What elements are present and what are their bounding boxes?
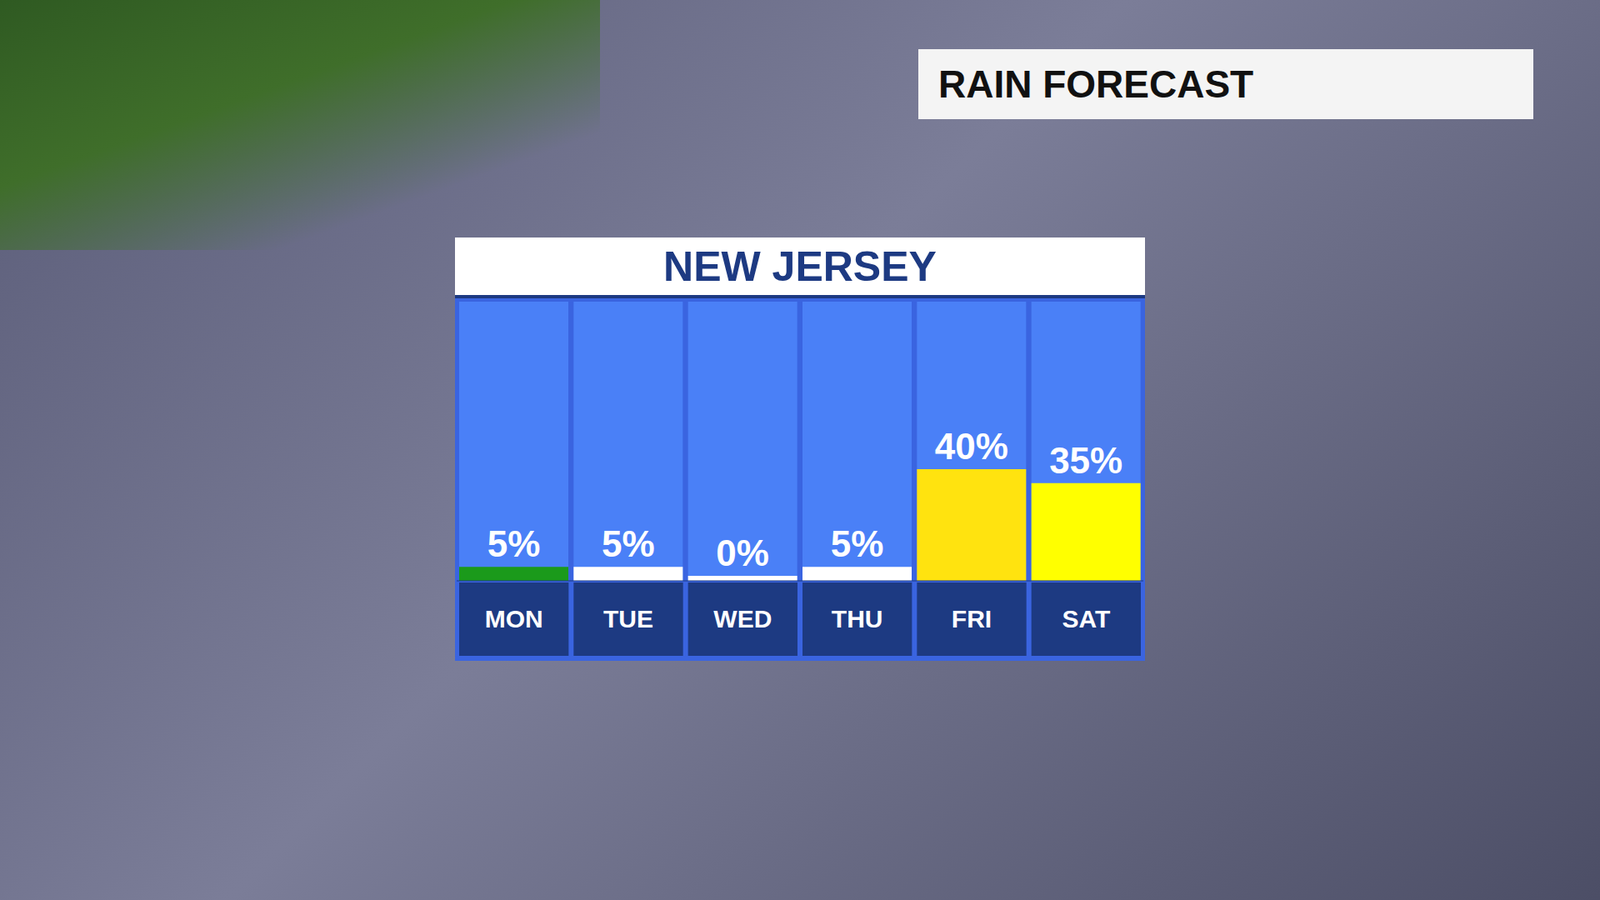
svg-text:TUE: TUE xyxy=(603,605,654,633)
svg-text:FRI: FRI xyxy=(951,605,992,633)
svg-text:MON: MON xyxy=(485,605,544,633)
svg-text:5%: 5% xyxy=(487,523,541,565)
svg-text:35%: 35% xyxy=(1049,440,1123,481)
svg-text:THU: THU xyxy=(831,605,884,633)
html-text:RAIN FORECAST: RAIN FORECAST xyxy=(938,62,1254,106)
html-text:NEW JERSEY: NEW JERSEY xyxy=(663,242,937,290)
svg-text:SAT: SAT xyxy=(1061,605,1110,633)
svg-text:WED: WED xyxy=(713,605,772,633)
svg-text:5%: 5% xyxy=(830,523,885,565)
svg-text:5%: 5% xyxy=(601,523,655,565)
svg-text:40%: 40% xyxy=(935,425,1009,467)
svg-text:0%: 0% xyxy=(715,532,770,574)
